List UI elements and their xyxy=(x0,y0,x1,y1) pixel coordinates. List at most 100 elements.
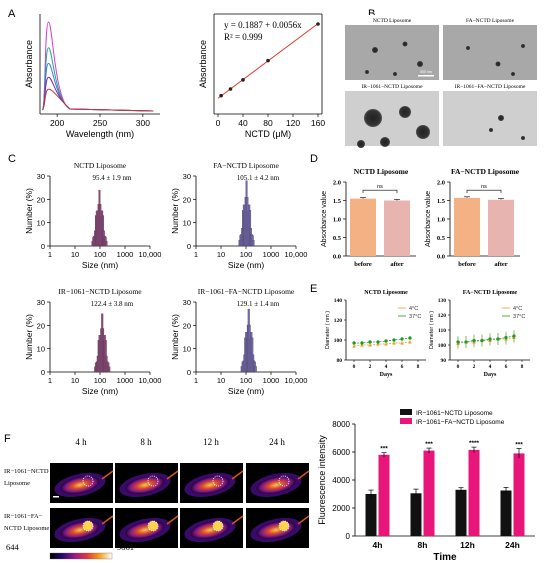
fl-category-label: 8h xyxy=(418,540,428,550)
tem-scalebar xyxy=(418,75,434,77)
mouse-tail xyxy=(297,515,310,525)
abs-y-tick-label: 0.0 xyxy=(437,254,445,261)
tem-label-bg xyxy=(345,15,439,25)
panel-label-c: C xyxy=(8,153,16,165)
hist-x-tick-label: 1 xyxy=(194,376,198,385)
legend-label: 37°C xyxy=(409,314,421,320)
hist-y-tick-label: 0 xyxy=(187,242,191,251)
fluorescence-bar xyxy=(500,490,512,536)
stab-y-tick-label: 140 xyxy=(334,298,343,304)
nanoparticle-dot xyxy=(372,47,378,53)
hist-x-tick-label: 100 xyxy=(94,376,107,385)
tem-label-bg xyxy=(443,81,537,91)
nanoparticle-dot xyxy=(416,125,430,139)
stability-point-circle xyxy=(480,338,484,343)
stability-point-circle xyxy=(384,339,388,343)
fl-y-tick-label: 2000 xyxy=(332,504,350,513)
cal-x-tick-label: 40 xyxy=(238,118,248,128)
hist-y-tick-label: 30 xyxy=(183,172,191,181)
tumor-roi-circle xyxy=(82,475,94,487)
abs-y-tick-label: 1.0 xyxy=(333,217,341,224)
hist-x-tick-label: 10 xyxy=(71,250,79,259)
cal-data-point xyxy=(219,93,223,98)
hist-y-tick-label: 30 xyxy=(37,172,45,181)
stability-chart-title: NCTD Liposome xyxy=(364,290,408,296)
cal-x-tick-label: 0 xyxy=(216,118,221,128)
significance-stars: *** xyxy=(380,446,388,453)
tem-image: NCTD Liposome 500 nm xyxy=(345,15,439,80)
tumor-roi-circle xyxy=(212,520,224,532)
hist-x-tick-label: 10 xyxy=(71,376,79,385)
fl-category-label: 24h xyxy=(505,540,520,550)
mouse-signal xyxy=(256,476,296,494)
mouse-image xyxy=(50,508,114,548)
absorbance-bar xyxy=(350,198,376,256)
abs-category-label: after xyxy=(494,261,507,268)
tumor-roi-circle xyxy=(278,475,290,487)
mouse-tail xyxy=(231,515,244,525)
tem-label: NCTD Liposome xyxy=(373,18,412,24)
mouse-tail xyxy=(231,470,244,480)
mouse-image xyxy=(246,508,310,548)
fluorescence-bar xyxy=(378,454,390,536)
hist-y-tick-label: 10 xyxy=(37,219,45,228)
hist-y-tick-label: 30 xyxy=(183,298,191,307)
mouse-image xyxy=(50,463,114,503)
stability-point-circle xyxy=(408,336,412,340)
histogram-bar xyxy=(252,240,255,247)
absorbance-bar-chart: FA−NCTD Liposome 0.0 0.5 1.0 1.5 2.0 Absorbanc… xyxy=(425,167,520,268)
significance-stars: *** xyxy=(515,442,523,449)
fl-y-tick-label: 0 xyxy=(346,532,351,541)
mouse-image xyxy=(180,508,244,548)
cal-x-tick-label: 160 xyxy=(311,118,325,128)
hist-x-tick-label: 100 xyxy=(94,250,107,259)
abs-y-tick-label: 0.0 xyxy=(333,254,341,261)
histogram-bar xyxy=(254,366,257,373)
stab-x-tick-label: 4 xyxy=(489,364,492,370)
hist-y-tick-label: 20 xyxy=(183,195,191,204)
hist-x-tick-label: 100 xyxy=(240,250,253,259)
hist-y-tick-label: 20 xyxy=(183,321,191,330)
uv-x-axis-label: Wavelength (nm) xyxy=(66,129,134,139)
colorbar-max-label: 9861 xyxy=(117,542,134,552)
stability-point-circle xyxy=(376,340,380,344)
stability-chart-title: FA−NCTD Liposome xyxy=(463,290,518,296)
stability-point-triangle xyxy=(408,340,412,344)
fluorescence-imaging-grid: 4 h 8 h 12 h 24 h IR−1061−NCTD Liposome IR−106… xyxy=(4,437,310,560)
histogram-title: IR−1061−FA−NCTD Liposome xyxy=(198,287,295,296)
stab-x-tick-label: 2 xyxy=(369,364,372,370)
mouse-image xyxy=(115,463,179,503)
abs-y-tick-label: 2.0 xyxy=(333,180,341,187)
abs-y-tick-label: 1.5 xyxy=(333,198,342,205)
fl-category-label: 4h xyxy=(373,540,383,550)
histogram-mean-annotation: 122.4 ± 3.8 nm xyxy=(91,300,134,308)
hist-y-tick-label: 10 xyxy=(183,345,191,354)
tem-image-grid: NCTD Liposome 500 nm FA−NCTD Liposome IR−10… xyxy=(345,15,537,148)
mouse-tail xyxy=(297,470,310,480)
hist-x-tick-label: 1000 xyxy=(117,376,134,385)
hist-x-tick-label: 10 xyxy=(217,250,225,259)
stab-y-tick-label: 130 xyxy=(438,298,447,304)
histogram-mean-annotation: 129.1 ± 1.4 nm xyxy=(237,300,280,308)
uv-x-tick-label: 200 xyxy=(50,118,64,128)
mouse-tail xyxy=(101,515,114,525)
hist-y-axis-label: Number (%) xyxy=(24,188,34,234)
hist-y-axis-label: Number (%) xyxy=(24,314,34,360)
stability-point-circle xyxy=(368,340,372,344)
absorbance-bar xyxy=(488,199,514,256)
stab-y-tick-label: 100 xyxy=(438,343,447,349)
histogram-title: IR−1061−NCTD Liposome xyxy=(58,287,142,296)
tem-image-bg xyxy=(443,24,537,80)
nanoparticle-dot xyxy=(364,109,382,127)
tumor-roi-circle xyxy=(82,520,94,532)
tem-image: IR−1061−FA−NCTD Liposome xyxy=(443,81,537,146)
uv-x-tick-label: 250 xyxy=(93,118,107,128)
legend-label: 4°C xyxy=(409,306,418,312)
absorbance-chart-title: FA−NCTD Liposome xyxy=(451,167,520,176)
hist-y-tick-label: 10 xyxy=(37,345,45,354)
histogram-title: NCTD Liposome xyxy=(74,161,127,170)
tumor-roi-circle xyxy=(147,520,159,532)
colorbar-min-label: 644 xyxy=(6,542,20,552)
stab-y-tick-label: 90 xyxy=(441,358,447,364)
